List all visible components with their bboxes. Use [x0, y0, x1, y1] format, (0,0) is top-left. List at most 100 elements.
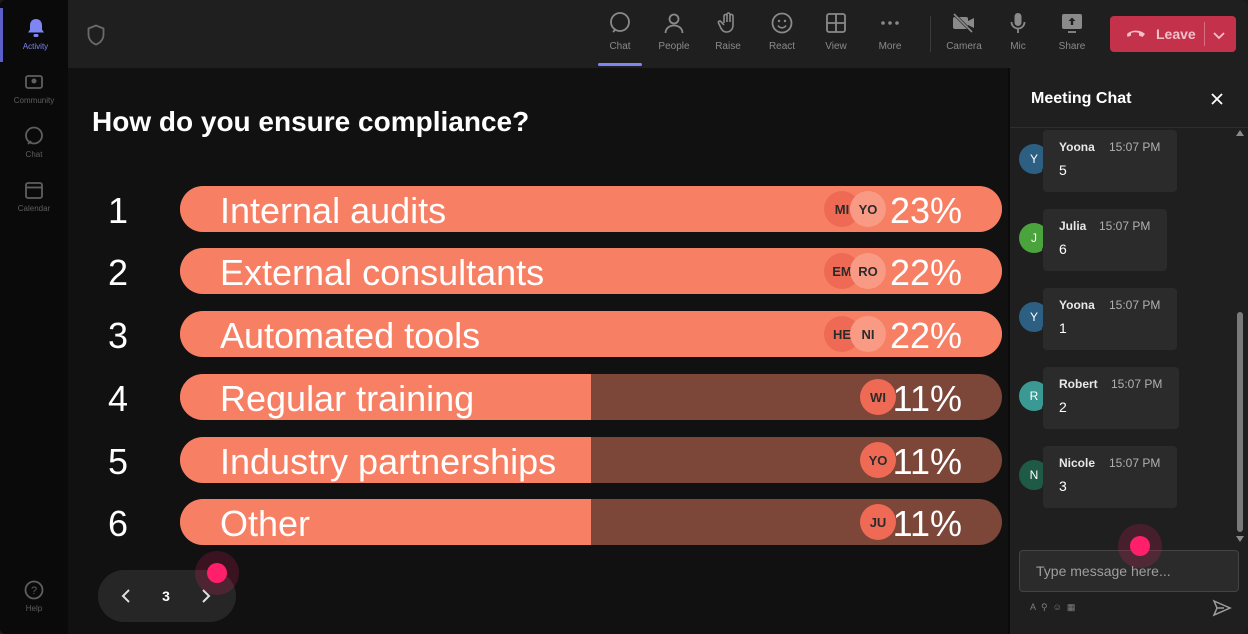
calendar-icon — [24, 180, 44, 200]
option-result-bar: External consultants EM RO 22% — [180, 248, 1002, 294]
option-percentage: 22% — [889, 315, 962, 356]
poll-question: How do you ensure compliance? — [92, 106, 530, 137]
raise-hand-button[interactable]: Raise — [702, 10, 754, 60]
mic-button[interactable]: Mic — [992, 10, 1044, 60]
poll-option-row: 1 Internal audits MI YO 23% — [68, 186, 1008, 234]
people-icon — [661, 10, 687, 36]
meeting-chat-panel: Meeting Chat Y Yoona 15:07 PM 5 J Julia 15:07 … — [1010, 68, 1248, 634]
sender-name: Nicole — [1059, 456, 1096, 470]
close-icon[interactable] — [1208, 90, 1226, 108]
chat-bubble-icon — [607, 10, 633, 36]
message-text: 3 — [1059, 478, 1067, 494]
share-button[interactable]: Share — [1046, 10, 1098, 60]
message-timestamp: 15:07 PM — [1099, 219, 1151, 233]
smiley-icon — [769, 10, 795, 36]
chat-header-divider — [1010, 127, 1248, 128]
option-percentage: 11% — [892, 503, 962, 544]
voter-avatar[interactable]: YO — [850, 191, 886, 227]
poll-option-row: 5 Industry partnerships YO 11% — [68, 437, 1008, 485]
chat-message: J Julia 15:07 PM 6 — [1019, 209, 1219, 271]
view-button[interactable]: View — [810, 10, 862, 60]
react-label: React — [768, 41, 796, 52]
leave-button[interactable]: Leave — [1110, 16, 1236, 52]
chat-scrollbar[interactable] — [1234, 130, 1246, 542]
share-label: Share — [1058, 41, 1086, 52]
message-text: 2 — [1059, 399, 1067, 415]
page-number: 3 — [162, 588, 170, 604]
camera-button[interactable]: Camera — [938, 10, 990, 60]
poll-option-row: 6 Other JU 11% — [68, 499, 1008, 547]
shield-icon — [86, 24, 106, 46]
meeting-toolbar: Chat People Raise React View — [68, 0, 1248, 68]
scroll-thumb[interactable] — [1237, 312, 1243, 532]
message-bubble[interactable]: Robert 15:07 PM 2 — [1043, 367, 1179, 429]
react-button[interactable]: React — [756, 10, 808, 60]
option-label: Other — [220, 503, 311, 544]
option-number: 4 — [108, 378, 129, 419]
message-bubble[interactable]: Yoona 15:07 PM 5 — [1043, 130, 1177, 192]
message-timestamp: 15:07 PM — [1109, 140, 1161, 154]
sender-name: Yoona — [1059, 140, 1095, 154]
format-icon[interactable]: A — [1030, 602, 1037, 612]
rail-item-activity[interactable]: Activity — [0, 8, 68, 62]
more-button[interactable]: More — [864, 10, 916, 60]
compose-tools: A ⚲ ☺ ▦ — [1030, 602, 1075, 613]
next-page-button[interactable] — [186, 576, 226, 616]
microphone-icon — [1005, 10, 1031, 36]
camera-label: Camera — [946, 41, 982, 52]
community-icon — [24, 72, 44, 92]
chevron-right-icon — [202, 589, 211, 603]
leave-separator — [1204, 22, 1205, 46]
poll-option-row: 2 External consultants EM RO 22% — [68, 248, 1008, 296]
rail-item-calendar[interactable]: Calendar — [0, 170, 68, 224]
message-bubble[interactable]: Yoona 15:07 PM 1 — [1043, 288, 1177, 350]
option-result-bar: Industry partnerships YO 11% — [180, 437, 1002, 483]
message-text: 1 — [1059, 320, 1067, 336]
chat-message-box[interactable] — [1019, 550, 1239, 592]
chat-panel-title: Meeting Chat — [1031, 90, 1132, 107]
rail-item-chat[interactable]: Chat — [0, 116, 68, 170]
gif-icon[interactable]: ▦ — [1066, 602, 1076, 612]
message-bubble[interactable]: Julia 15:07 PM 6 — [1043, 209, 1167, 271]
more-label: More — [878, 41, 902, 52]
previous-page-button[interactable] — [106, 576, 146, 616]
rail-item-community[interactable]: Community — [0, 62, 68, 116]
emoji-icon[interactable]: ☺ — [1052, 602, 1062, 612]
svg-text:?: ? — [31, 585, 37, 597]
poll-option-row: 4 Regular training WI 11% — [68, 374, 1008, 422]
scroll-down-arrow[interactable] — [1236, 536, 1244, 542]
voter-avatar[interactable]: NI — [850, 316, 886, 352]
message-text: 5 — [1059, 162, 1067, 178]
option-label: Regular training — [220, 378, 475, 419]
option-result-bar: Other JU 11% — [180, 499, 1002, 545]
people-label: People — [658, 41, 690, 52]
chevron-left-icon — [121, 589, 130, 603]
voter-avatar[interactable]: YO — [860, 442, 896, 478]
hand-icon — [715, 10, 741, 36]
rail-label: Activity — [22, 42, 49, 51]
scroll-up-arrow[interactable] — [1236, 130, 1244, 136]
people-button[interactable]: People — [648, 10, 700, 60]
option-result-bar: Automated tools HE NI 22% — [180, 311, 1002, 357]
view-label: View — [825, 41, 847, 52]
option-percentage: 22% — [889, 252, 962, 293]
message-input[interactable] — [1020, 551, 1238, 591]
chat-message: N Nicole 15:07 PM 3 — [1019, 446, 1219, 508]
option-result-bar: Regular training WI 11% — [180, 374, 1002, 420]
option-label: External consultants — [220, 252, 545, 293]
chevron-down-icon[interactable] — [1212, 28, 1226, 46]
left-rail: Activity Community Chat Calendar ? Help — [0, 0, 68, 634]
chat-button[interactable]: Chat — [594, 10, 646, 66]
voter-avatar[interactable]: RO — [850, 253, 886, 289]
option-result-bar: Internal audits MI YO 23% — [180, 186, 1002, 232]
option-label: Internal audits — [220, 190, 447, 231]
option-number: 6 — [108, 503, 129, 544]
option-number: 5 — [108, 441, 129, 482]
attach-icon[interactable]: ⚲ — [1041, 602, 1048, 612]
rail-item-help[interactable]: ? Help — [0, 570, 68, 624]
message-bubble[interactable]: Nicole 15:07 PM 3 — [1043, 446, 1177, 508]
send-icon[interactable] — [1212, 598, 1232, 618]
voter-avatar[interactable]: JU — [860, 504, 896, 540]
voter-avatar[interactable]: WI — [860, 379, 896, 415]
